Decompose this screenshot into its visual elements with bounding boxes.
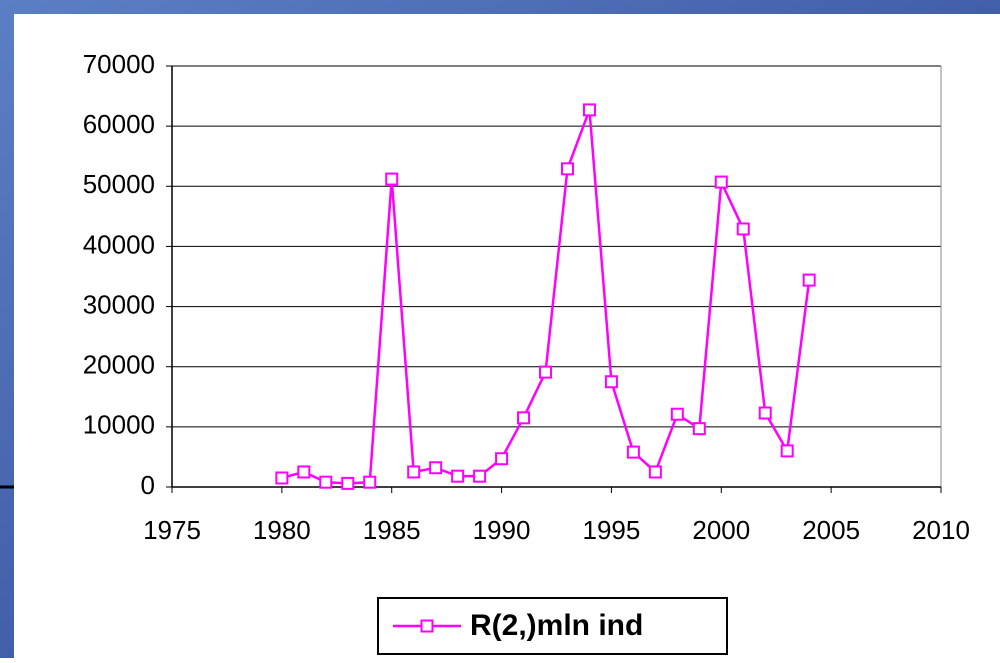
- marker: [539, 365, 553, 379]
- legend-label: R(2,)mln ind: [470, 609, 643, 642]
- marker: [495, 452, 509, 466]
- marker: [407, 465, 421, 479]
- marker: [758, 406, 772, 420]
- marker: [582, 103, 596, 117]
- y-tick-label: 50000: [83, 169, 155, 199]
- marker: [319, 475, 333, 489]
- chart-panel: [14, 14, 1000, 658]
- marker: [604, 375, 618, 389]
- marker: [692, 422, 706, 436]
- marker: [714, 175, 728, 189]
- legend-marker: [420, 619, 434, 633]
- x-tick-label: 1995: [583, 515, 641, 545]
- marker: [648, 465, 662, 479]
- marker: [275, 471, 289, 485]
- marker: [780, 444, 794, 458]
- marker: [517, 411, 531, 425]
- marker: [736, 222, 750, 236]
- y-tick-label: 0: [141, 470, 155, 500]
- x-tick-label: 2005: [802, 515, 860, 545]
- marker: [385, 172, 399, 186]
- y-tick-label: 70000: [83, 49, 155, 79]
- marker: [802, 273, 816, 287]
- marker: [341, 476, 355, 490]
- marker: [451, 469, 465, 483]
- marker: [560, 162, 574, 176]
- x-tick-label: 2000: [692, 515, 750, 545]
- x-tick-label: 1980: [253, 515, 311, 545]
- x-tick-label: 2010: [912, 515, 970, 545]
- marker: [473, 469, 487, 483]
- y-tick-label: 10000: [83, 410, 155, 440]
- marker: [297, 465, 311, 479]
- marker: [363, 475, 377, 489]
- y-tick-label: 40000: [83, 229, 155, 259]
- y-tick-label: 20000: [83, 350, 155, 380]
- marker: [670, 407, 684, 421]
- marker: [626, 445, 640, 459]
- y-tick-label: 60000: [83, 109, 155, 139]
- y-tick-label: 30000: [83, 289, 155, 319]
- marker: [429, 461, 443, 475]
- x-tick-label: 1990: [473, 515, 531, 545]
- x-tick-label: 1985: [363, 515, 421, 545]
- x-tick-label: 1975: [143, 515, 201, 545]
